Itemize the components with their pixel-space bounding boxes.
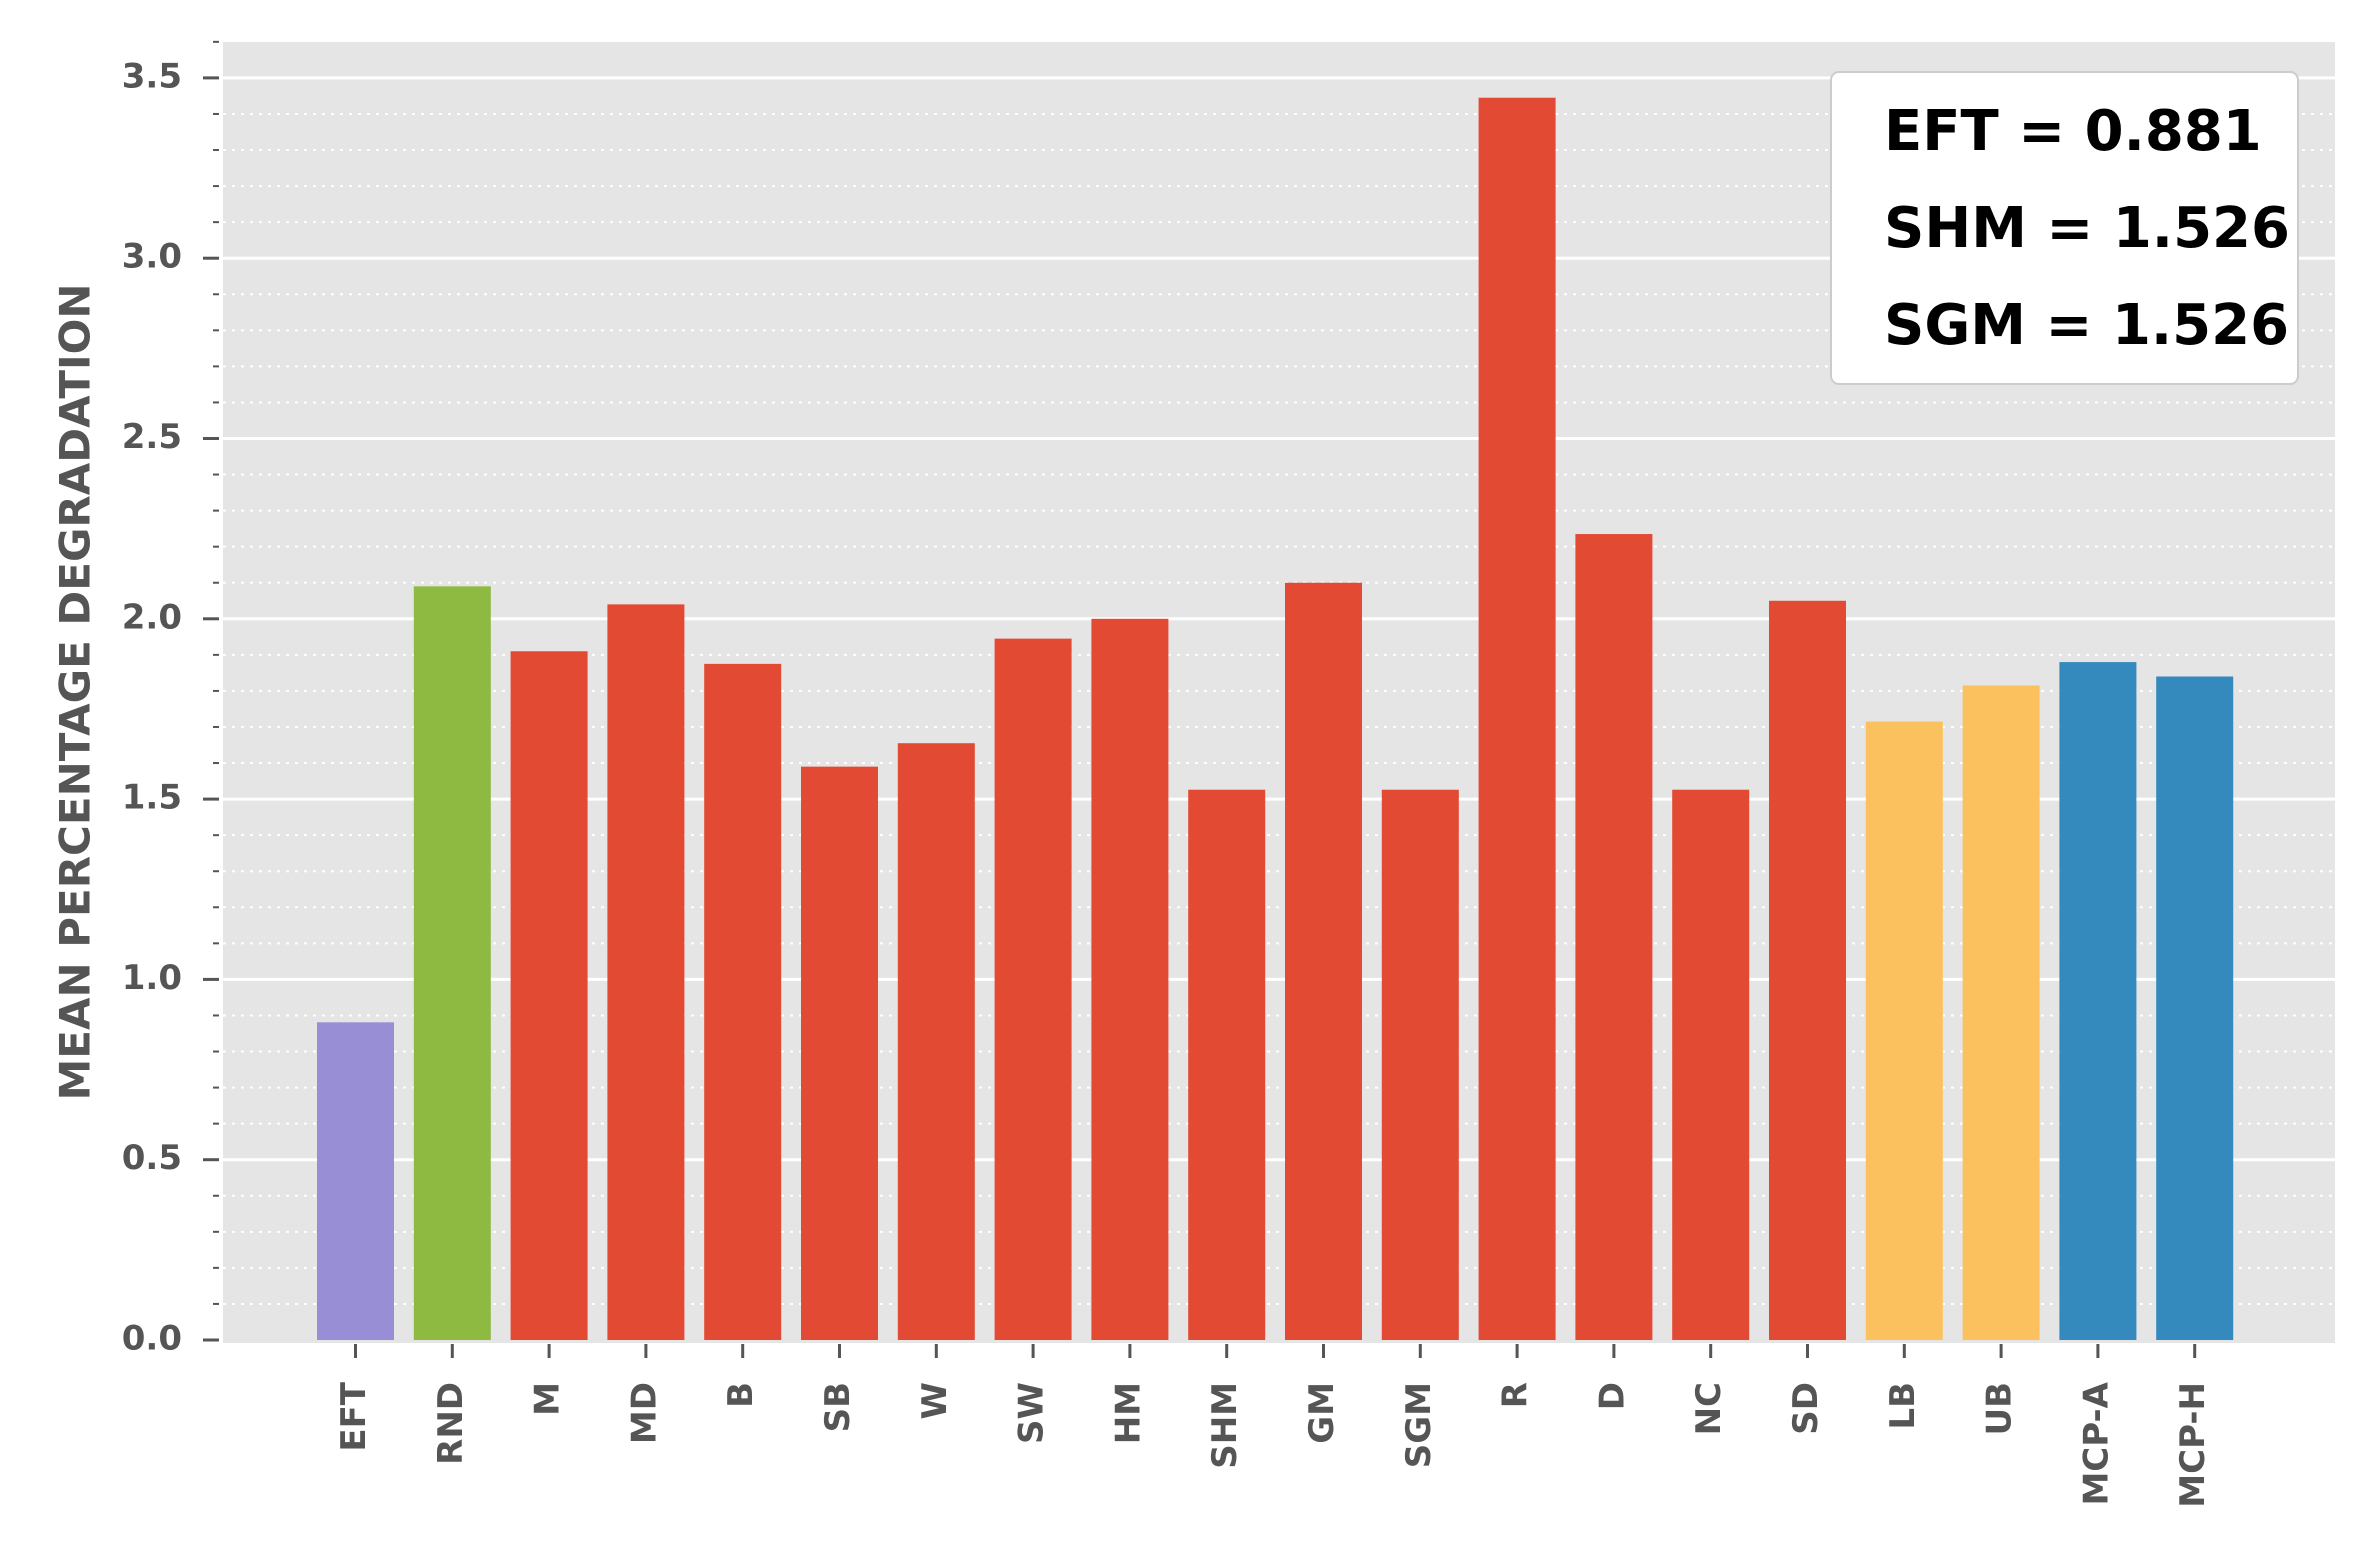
x-tick-label: RND [431,1382,471,1465]
x-tick-label: SGM [1399,1382,1439,1468]
bar [1865,721,1943,1340]
x-tick-label: MCP-H [2173,1382,2213,1508]
bar [413,586,491,1340]
bar [2156,676,2234,1340]
bar [607,604,685,1340]
y-tick-label: 0.5 [122,1138,182,1178]
y-tick-label: 1.0 [122,958,182,998]
bar [2059,662,2137,1340]
y-tick-label: 2.0 [122,597,182,637]
y-tick-label: 3.0 [122,237,182,277]
x-tick-label: LB [1883,1382,1923,1430]
annotation-line: SGM = 1.526 [1884,293,2289,358]
y-axis: 0.0 0.5 1.0 1.5 2.0 2.5 3.0 3.5 [122,40,219,1359]
x-tick-label: M [528,1382,568,1416]
x-tick-label: EFT [334,1381,374,1451]
annotation-line: EFT = 0.881 [1884,99,2262,164]
bar [1381,789,1459,1340]
bar [510,651,588,1340]
x-tick-label: W [915,1382,955,1420]
annotation-frame [1830,71,2299,385]
bar [801,766,878,1340]
bars [317,97,2234,1340]
bar [1188,789,1266,1340]
annotation-box: EFT = 0.881 SHM = 1.526 SGM = 1.526 [1830,71,2299,385]
x-tick-label: SHM [1205,1382,1245,1469]
x-tick-label: MCP-A [2076,1381,2116,1505]
bar [704,663,782,1340]
bar [1285,582,1362,1340]
x-tick-label: D [1592,1382,1632,1410]
y-axis-label: MEAN PERCENTAGE DEGRADATION [51,283,100,1100]
x-tick-label: NC [1689,1382,1729,1435]
y-tick-label: 0.0 [122,1319,182,1359]
bar [1672,789,1750,1340]
bar [317,1022,394,1340]
x-tick-label: HM [1108,1382,1148,1444]
x-tick-label: B [721,1382,761,1408]
bar [1478,97,1556,1340]
x-axis: EFT RND M MD B SB W SW HM SHM GM SGM R D NC SD LB UB MCP-A… [334,1344,2213,1508]
x-tick-label: R [1496,1382,1536,1408]
x-tick-label: MD [624,1382,664,1444]
y-tick-label: 3.5 [122,56,182,96]
annotation-line: SHM = 1.526 [1884,196,2290,261]
x-tick-label: UB [1980,1382,2020,1436]
x-tick-label: GM [1302,1382,1342,1444]
x-tick-label: SB [818,1382,858,1432]
bar [994,638,1072,1340]
y-tick-label: 2.5 [122,417,182,457]
y-tick-label: 1.5 [122,778,182,818]
bar [1769,600,1846,1340]
bar [1575,534,1653,1340]
bar [1091,618,1169,1340]
bar [1962,685,2040,1340]
x-tick-label: SW [1012,1382,1052,1444]
x-tick-label: SD [1786,1382,1826,1435]
bar [897,743,975,1340]
